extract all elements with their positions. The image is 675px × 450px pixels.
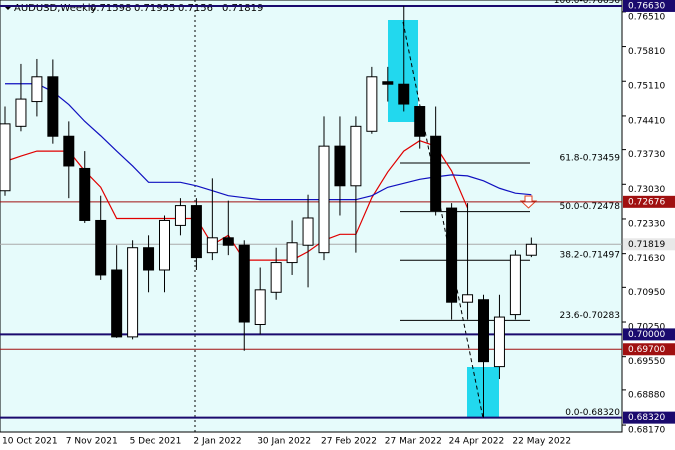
candle-body (31, 76, 43, 103)
y-tick-label: 0.68170 (628, 426, 665, 436)
price-tag (623, 0, 675, 12)
candle-body (302, 217, 314, 246)
price-tag-label: 0.76630 (628, 1, 665, 11)
y-tick-label: 0.70950 (628, 288, 665, 298)
y-tick-label: 0.75110 (628, 82, 665, 92)
candle-body (190, 205, 202, 259)
candle-body (95, 219, 107, 276)
x-tick-label: 5 Dec 2021 (130, 437, 182, 447)
candle-body (525, 243, 537, 256)
candle-body (0, 123, 11, 192)
candle-body (206, 237, 218, 254)
x-tick-label: 27 Feb 2022 (321, 437, 377, 447)
x-tick-label: 27 Mar 2022 (385, 437, 442, 447)
y-tick-label: 0.72330 (628, 219, 665, 229)
x-tick-label: 30 Jan 2022 (257, 437, 311, 447)
candle-body (79, 167, 91, 221)
fib-label: 61.8-0.73459 (559, 154, 620, 164)
candle-body (366, 76, 378, 132)
y-tick-label: 0.71630 (628, 254, 665, 264)
y-tick-label: 0.73730 (628, 150, 665, 160)
candle-body (270, 262, 282, 293)
candle-body (350, 125, 362, 187)
chart-title: AUDUSD,Weekly (14, 3, 97, 14)
highlight (388, 20, 418, 122)
menu-icon (4, 6, 12, 10)
y-tick-label: 0.68880 (628, 390, 665, 400)
price-tag (623, 238, 675, 251)
y-tick-label: 0.69550 (628, 357, 665, 367)
candle-body (47, 76, 59, 137)
candle-body (509, 254, 521, 316)
zigzag (402, 21, 484, 419)
candle-body (127, 247, 139, 338)
ohlc-open: 0.71598 (90, 3, 131, 14)
candle-body (446, 207, 458, 303)
candle-body (334, 145, 346, 187)
price-tag (623, 195, 675, 208)
candle-body (111, 269, 123, 338)
y-tick-label: 0.70250 (628, 323, 665, 333)
candle-body (286, 242, 298, 264)
x-tick-label: 24 Apr 2022 (449, 437, 505, 447)
candle-body (143, 247, 155, 271)
candle-body (238, 244, 250, 323)
x-tick-label: 7 Nov 2021 (66, 437, 118, 447)
plot-area (0, 0, 623, 433)
candle-body (478, 299, 489, 363)
candle-body (462, 294, 474, 303)
price-tag-label: 0.68320 (628, 413, 665, 423)
candle-body (15, 98, 27, 127)
candle-body (222, 237, 234, 246)
candle-body (159, 219, 170, 271)
candle-body (254, 289, 266, 325)
candle-body (430, 135, 442, 212)
price-tag-label: 0.69700 (628, 345, 665, 355)
fib-label: 100.0-0.76636 (554, 0, 621, 6)
fib-label: 23.6-0.70283 (559, 311, 620, 321)
candle-body (382, 81, 394, 85)
x-tick-label: 10 Oct 2021 (2, 437, 58, 447)
x-tick-label: 22 May 2022 (512, 437, 571, 447)
price-tag-label: 0.70000 (628, 330, 665, 340)
y-tick-label: 0.73030 (628, 185, 665, 195)
candle-body (414, 106, 426, 137)
candle-body (493, 316, 505, 368)
x-tick-label: 2 Jan 2022 (193, 437, 241, 447)
candle-body (398, 83, 410, 105)
price-tag-label: 0.71819 (628, 240, 665, 250)
candle-body (318, 145, 330, 254)
y-tick-label: 0.75810 (628, 47, 665, 57)
candle-body (63, 135, 75, 167)
price-tag (623, 343, 675, 356)
price-tag (623, 328, 675, 341)
ohlc-close: 0.71819 (222, 3, 263, 14)
indicator-line (5, 83, 532, 201)
price-tag-label: 0.72676 (628, 197, 665, 207)
ohlc-low: 0.7156 (178, 3, 213, 14)
price-tag (623, 411, 675, 424)
y-tick-label: 0.74410 (628, 116, 665, 126)
fib-label: 38.2-0.71497 (559, 251, 620, 261)
candle-body (174, 205, 186, 226)
fib-label: 50.0-0.72478 (559, 202, 620, 212)
y-tick-label: 0.76510 (628, 12, 665, 22)
fib-label: 0.0-0.68320 (565, 408, 620, 418)
indicator-line (4, 140, 469, 261)
ohlc-high: 0.71955 (134, 3, 175, 14)
